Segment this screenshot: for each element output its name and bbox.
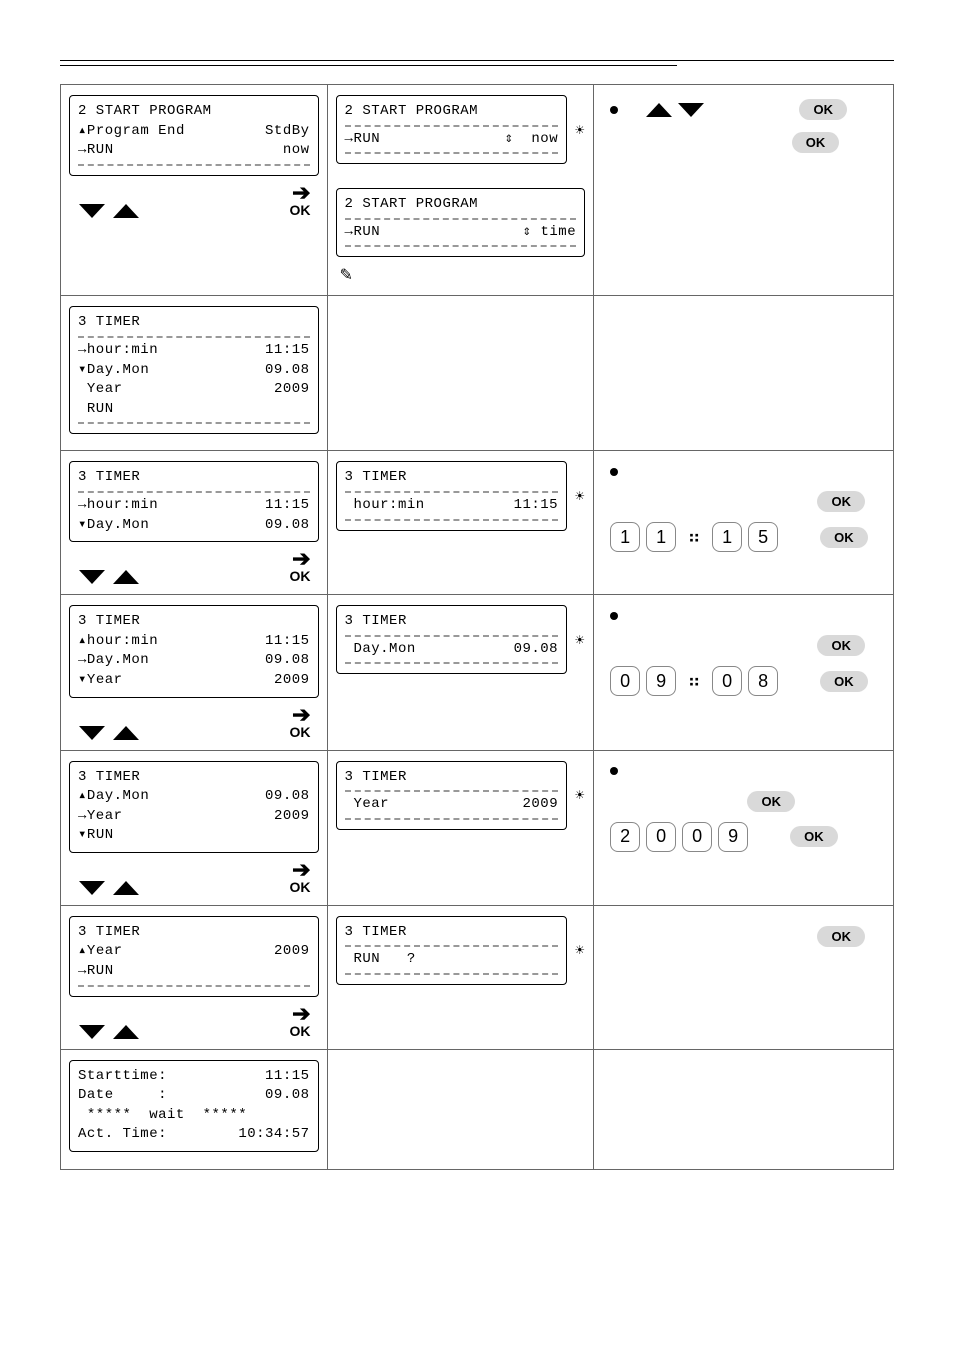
up-icon[interactable]	[646, 103, 672, 117]
row5-col1: 3 TIMER ▴Day.Mon09.08 →Year2009 ▾RUN ➔OK	[61, 751, 328, 906]
up-icon[interactable]	[113, 204, 139, 218]
blink-icon: ☀	[574, 789, 585, 801]
digit-key[interactable]: 1	[712, 522, 742, 552]
digit-key[interactable]: 0	[712, 666, 742, 696]
lcd-run-time: 2 START PROGRAM →RUN⇕ time	[336, 188, 586, 257]
ok-button[interactable]: OK	[790, 826, 838, 847]
row2-col2	[328, 296, 595, 451]
blink-icon: ☀	[574, 490, 585, 502]
row3-col1: 3 TIMER →hour:min11:15 ▾Day.Mon09.08 ➔OK	[61, 451, 328, 595]
row2-col1: 3 TIMER →hour:min11:15 ▾Day.Mon09.08 Yea…	[61, 296, 328, 451]
digit-key[interactable]: 1	[610, 522, 640, 552]
down-icon[interactable]	[79, 204, 105, 218]
up-icon[interactable]	[113, 1025, 139, 1039]
row1-col3: OK OK	[594, 85, 894, 296]
digit-key[interactable]: 1	[646, 522, 676, 552]
digit-key[interactable]: 8	[748, 666, 778, 696]
row4-col1: 3 TIMER ▴hour:min11:15 →Day.Mon09.08 ▾Ye…	[61, 595, 328, 750]
lcd-timer-run: 3 TIMER ▴Year2009 →RUN	[69, 916, 319, 997]
digit-key[interactable]: 0	[610, 666, 640, 696]
lcd-timer-daymon: 3 TIMER ▴hour:min11:15 →Day.Mon09.08 ▾Ye…	[69, 605, 319, 697]
digit-key[interactable]: 9	[718, 822, 748, 852]
ok-button[interactable]: OK	[747, 791, 795, 812]
row6-col1: 3 TIMER ▴Year2009 →RUN ➔OK	[61, 906, 328, 1050]
ok-label[interactable]: OK	[290, 724, 311, 740]
arrow-right-icon[interactable]: ➔	[290, 1003, 311, 1025]
ok-button[interactable]: OK	[817, 491, 865, 512]
ok-button[interactable]: OK	[820, 671, 868, 692]
lcd-run-now: 2 START PROGRAM →RUN⇕ now	[336, 95, 568, 164]
edit-icon: ✎	[340, 265, 586, 285]
blink-icon: ☀	[574, 634, 585, 646]
down-icon[interactable]	[79, 881, 105, 895]
up-icon[interactable]	[113, 726, 139, 740]
row5-col3: OK 2 0 0 9 OK	[594, 751, 894, 906]
lcd-wait-status: Starttime:11:15 Date :09.08 ***** wait *…	[69, 1060, 319, 1152]
down-icon[interactable]	[678, 103, 704, 117]
lcd-timer-hourmin: 3 TIMER →hour:min11:15 ▾Day.Mon09.08	[69, 461, 319, 542]
lcd-run-confirm: 3 TIMER RUN ?	[336, 916, 568, 985]
ok-button[interactable]: OK	[817, 635, 865, 656]
bullet-icon	[610, 468, 618, 476]
up-icon[interactable]	[113, 570, 139, 584]
arrow-right-icon[interactable]: ➔	[290, 859, 311, 881]
ok-label[interactable]: OK	[290, 202, 311, 218]
digit-key[interactable]: 0	[682, 822, 712, 852]
row7-col1: Starttime:11:15 Date :09.08 ***** wait *…	[61, 1050, 328, 1170]
row3-col3: OK 1 1 ⠶ 1 5 OK	[594, 451, 894, 595]
row2-col3	[594, 296, 894, 451]
row7-col2	[328, 1050, 595, 1170]
lcd-edit-year: 3 TIMER Year2009	[336, 761, 568, 830]
row5-col2: 3 TIMER Year2009 ☀	[328, 751, 595, 906]
digit-key[interactable]: 5	[748, 522, 778, 552]
ok-label[interactable]: OK	[290, 568, 311, 584]
row4-col3: OK 0 9 ⠶ 0 8 OK	[594, 595, 894, 750]
lcd-start-program-1: 2 START PROGRAM ▴Program EndStdBy →RUNno…	[69, 95, 319, 176]
ok-label[interactable]: OK	[290, 879, 311, 895]
row3-col2: 3 TIMER hour:min11:15 ☀	[328, 451, 595, 595]
arrow-right-icon[interactable]: ➔	[290, 548, 311, 570]
bullet-icon	[610, 767, 618, 775]
down-icon[interactable]	[79, 570, 105, 584]
ok-button[interactable]: OK	[817, 926, 865, 947]
nav-down-up	[69, 204, 139, 218]
row1-col1: 2 START PROGRAM ▴Program EndStdBy →RUNno…	[61, 85, 328, 296]
bullet-icon	[610, 612, 618, 620]
lcd-timer-year: 3 TIMER ▴Day.Mon09.08 →Year2009 ▾RUN	[69, 761, 319, 853]
blink-icon: ☀	[574, 124, 585, 136]
ok-label[interactable]: OK	[290, 1023, 311, 1039]
digit-key[interactable]: 2	[610, 822, 640, 852]
lcd-timer-full: 3 TIMER →hour:min11:15 ▾Day.Mon09.08 Yea…	[69, 306, 319, 434]
arrow-right-icon[interactable]: ➔	[290, 704, 311, 726]
blink-icon: ☀	[574, 944, 585, 956]
lcd-edit-hourmin: 3 TIMER hour:min11:15	[336, 461, 568, 530]
ok-button[interactable]: OK	[799, 99, 847, 120]
bullet-icon	[610, 106, 618, 114]
lcd-edit-daymon: 3 TIMER Day.Mon09.08	[336, 605, 568, 674]
row7-col3	[594, 1050, 894, 1170]
up-icon[interactable]	[113, 881, 139, 895]
down-icon[interactable]	[79, 726, 105, 740]
row6-col2: 3 TIMER RUN ? ☀	[328, 906, 595, 1050]
arrow-right-icon[interactable]: ➔	[290, 182, 311, 204]
digit-key[interactable]: 0	[646, 822, 676, 852]
digit-key[interactable]: 9	[646, 666, 676, 696]
row6-col3: OK	[594, 906, 894, 1050]
separator-icon: ⠶	[682, 669, 706, 693]
separator-icon: ⠶	[682, 525, 706, 549]
row4-col2: 3 TIMER Day.Mon09.08 ☀	[328, 595, 595, 750]
row1-col2: 2 START PROGRAM →RUN⇕ now ☀ 2 START PROG…	[328, 85, 595, 296]
ok-button[interactable]: OK	[820, 527, 868, 548]
ok-button[interactable]: OK	[792, 132, 840, 153]
down-icon[interactable]	[79, 1025, 105, 1039]
